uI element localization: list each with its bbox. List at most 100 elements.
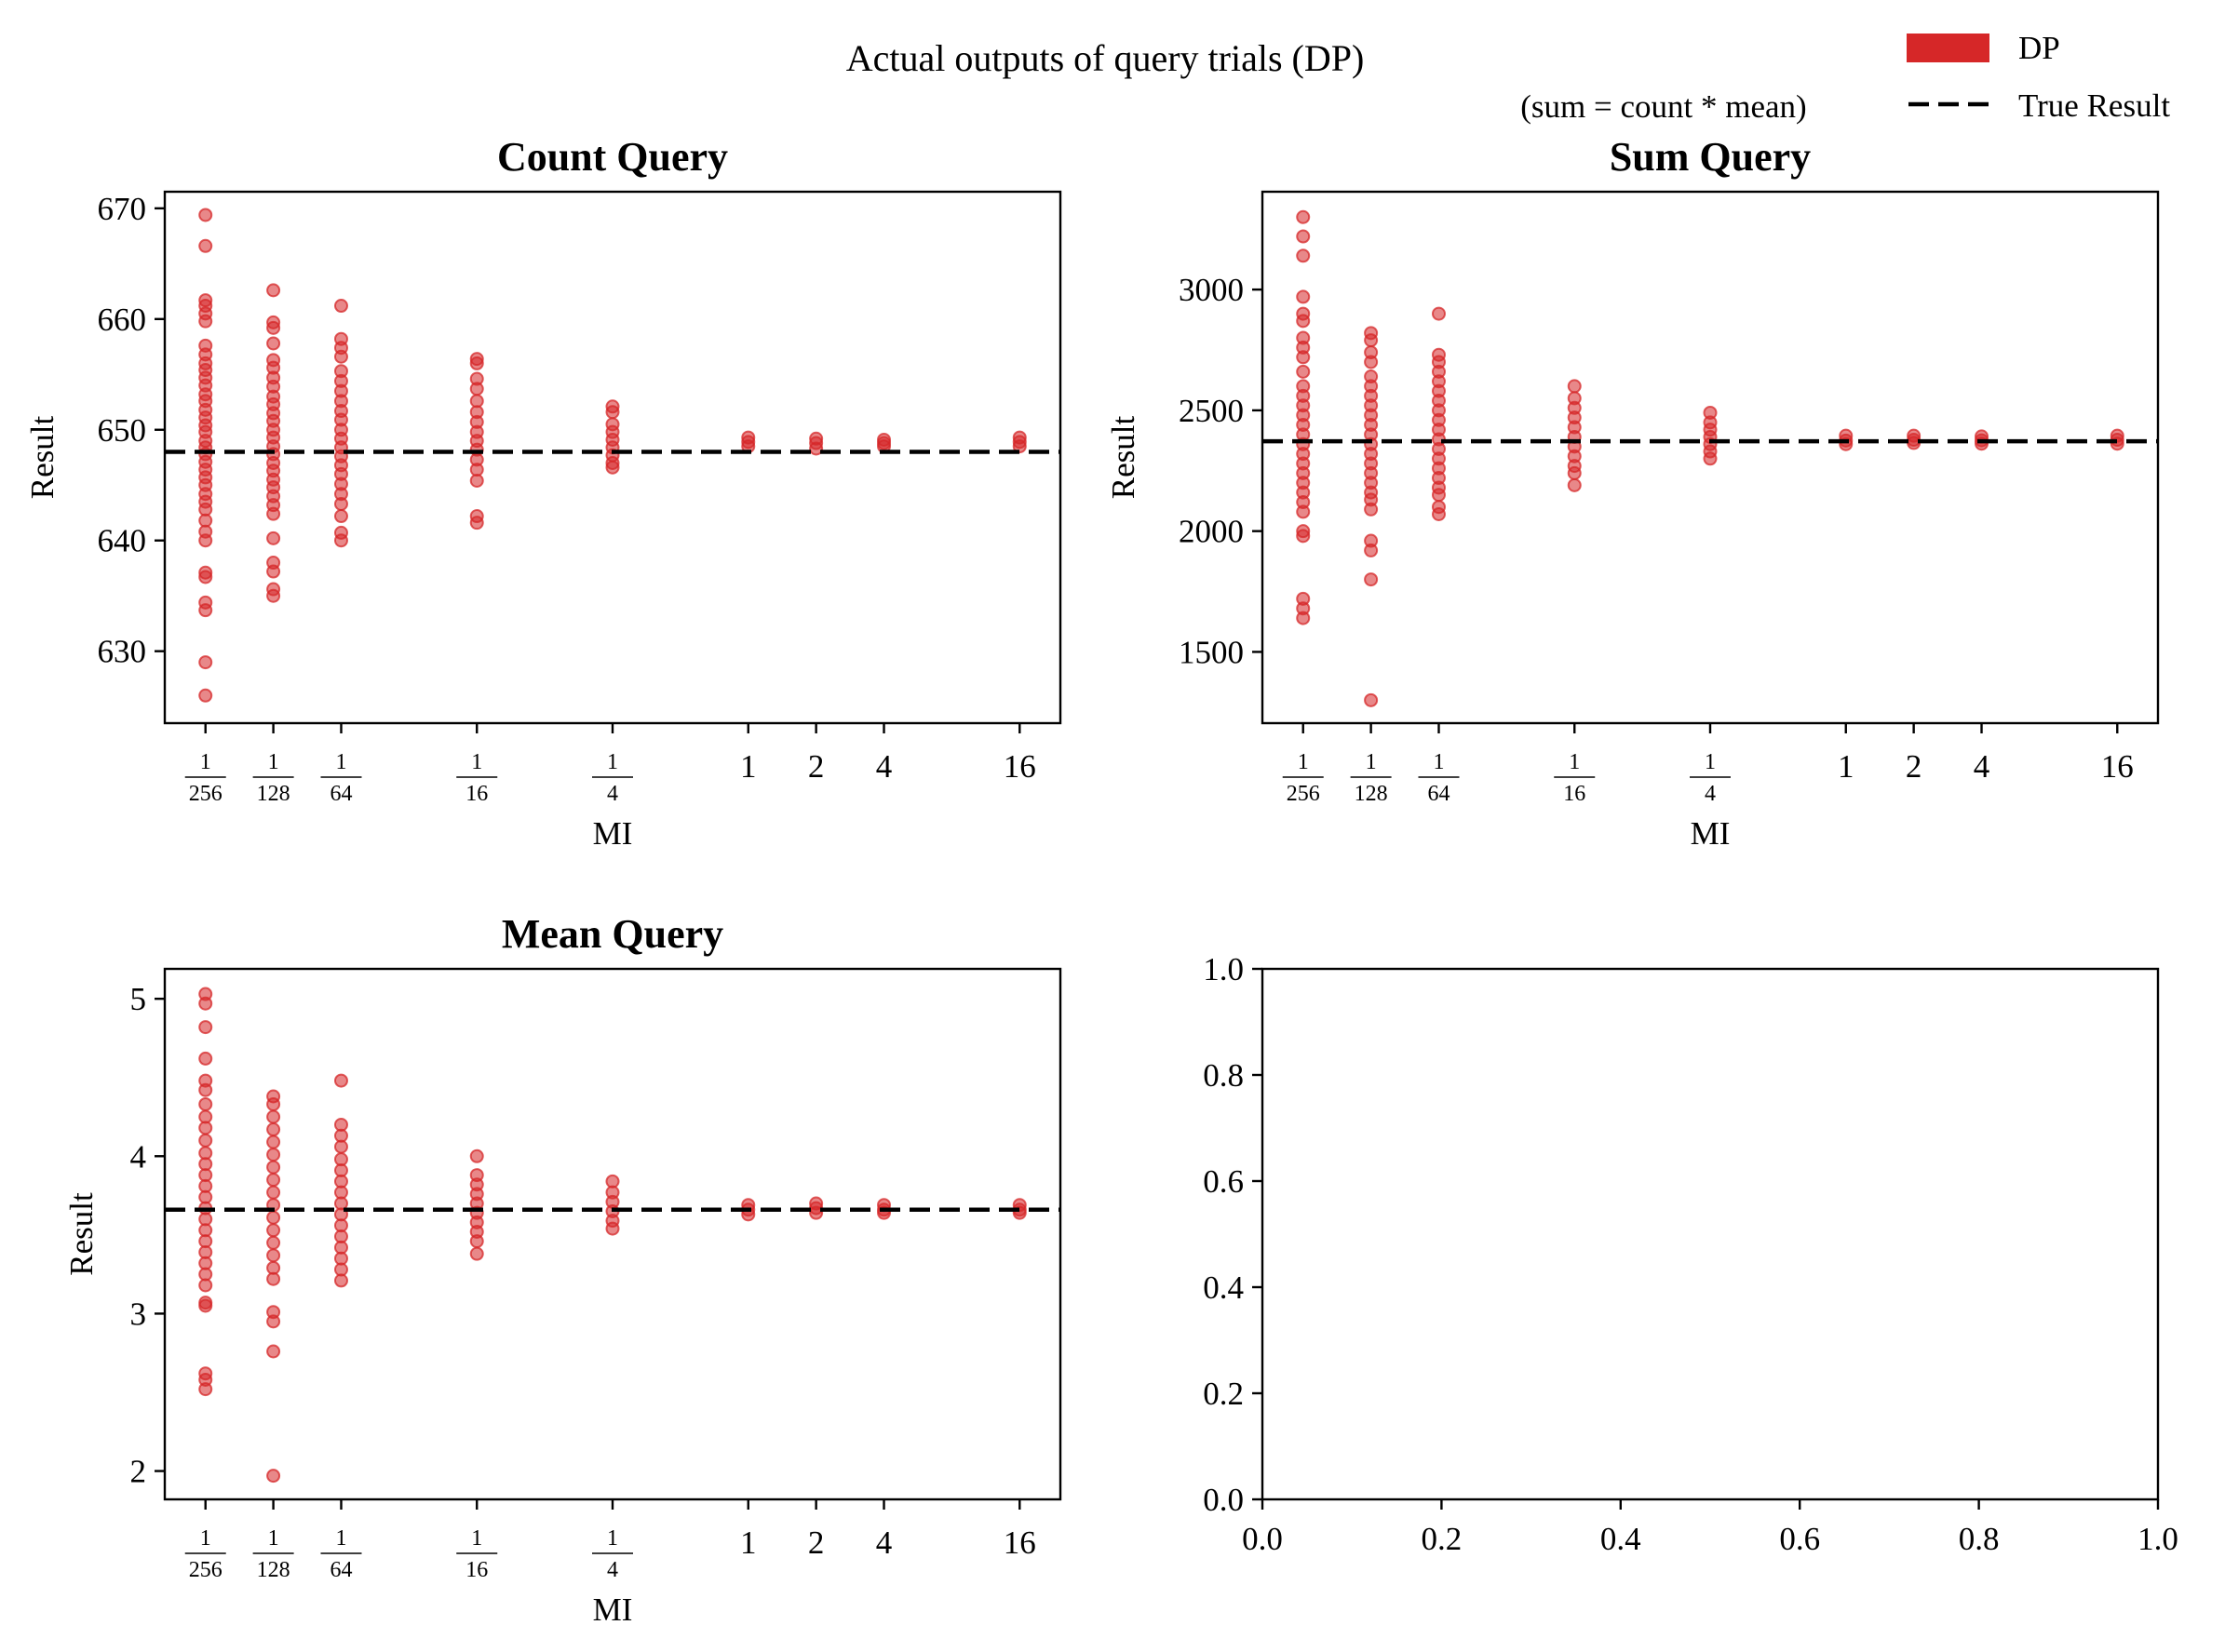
sum-query-title: Sum Query	[1610, 134, 1811, 180]
mean-query-panel: 2 3 4 5 1 256 1 128 1 64 1 16 1 4 1 2 4 16 Mean Query MI Res…	[63, 911, 1062, 1628]
sum-query-dp-point	[1296, 364, 1311, 379]
mean-query-dp-point	[198, 1278, 213, 1293]
count-query-x-tick-denominator: 16	[465, 782, 488, 806]
sum-query-dp-point	[1364, 692, 1379, 707]
count-query-dp-point	[1012, 439, 1027, 454]
mean-query-title: Mean Query	[502, 911, 723, 957]
mean-query-dp-point	[469, 1234, 484, 1249]
sum-query-x-tick-numerator: 1	[1366, 750, 1377, 774]
mean-query-dp-point	[333, 1073, 348, 1088]
count-query-y-tick-label: 660	[98, 302, 147, 338]
sum-query-dp-point	[1364, 572, 1379, 587]
mean-query-x-tick-denominator: 16	[465, 1558, 488, 1582]
sum-query-y-tick-label: 1500	[1179, 634, 1244, 670]
mean-query-dp-point	[198, 1020, 213, 1035]
sum-query-dp-point	[1364, 543, 1379, 557]
count-query-dp-point	[198, 238, 213, 253]
sum-query-dp-point	[1431, 488, 1446, 503]
count-query-title: Count Query	[497, 134, 728, 180]
count-query-dp-point	[198, 603, 213, 618]
sum-query-dp-point	[1296, 611, 1311, 625]
mean-query-y-tick-label: 3	[130, 1296, 147, 1332]
mean-query-dp-point	[266, 1185, 281, 1200]
figure-suptitle: Actual outputs of query trials (DP)	[846, 37, 1365, 79]
legend-dp-label: DP	[2018, 30, 2060, 66]
mean-query-dp-point	[266, 1235, 281, 1250]
mean-query-dp-point	[266, 1148, 281, 1162]
count-query-x-tick-label: 2	[808, 748, 825, 785]
mean-query-dp-point	[198, 1382, 213, 1397]
count-query-y-tick-label: 670	[98, 191, 147, 227]
count-query-x-tick-label: 16	[1004, 748, 1036, 785]
empty-panel: 0.0 0.2 0.4 0.6 0.8 1.0 0.0 0.2 0.4 0.6 0.8 1.0	[1203, 951, 2178, 1557]
legend-dp-swatch	[1907, 34, 1989, 62]
mean-query-dp-point	[266, 1469, 281, 1484]
mean-query-dp-point	[266, 1314, 281, 1329]
count-query-dp-point	[198, 655, 213, 670]
mean-query-x-tick-label: 16	[1004, 1524, 1036, 1561]
count-query-dp-point	[469, 516, 484, 531]
count-query-dp-point	[198, 208, 213, 222]
sum-query-x-tick-label: 2	[1906, 748, 1922, 785]
sum-query-dp-point	[1567, 465, 1582, 480]
mean-query-x-tick-label: 1	[740, 1524, 757, 1561]
count-query-x-tick-numerator: 1	[471, 750, 482, 774]
legend: DP True Result	[1907, 30, 2170, 124]
mean-query-x-tick-denominator: 4	[607, 1558, 618, 1582]
sum-query-panel: 1500 2000 2500 3000 1 256 1 128 1 64 1 16 1 4 1 2 4 16 Sum…	[1105, 134, 2160, 852]
count-query-dp-point	[469, 473, 484, 488]
mean-query-x-tick-label: 4	[876, 1524, 893, 1561]
mean-query-dp-point	[266, 1096, 281, 1111]
count-query-x-tick-denominator: 128	[257, 782, 290, 806]
sum-query-dp-point	[1296, 248, 1311, 263]
sum-query-dp-point	[1567, 477, 1582, 492]
sum-query-x-tick-numerator: 1	[1433, 750, 1444, 774]
sum-query-dp-point	[1431, 306, 1446, 321]
count-query-x-tick-denominator: 64	[330, 782, 352, 806]
mean-query-dp-point	[333, 1273, 348, 1288]
empty-y-tick-label: 0.0	[1203, 1482, 1244, 1518]
count-query-panel: 630 640 650 660 670 1 256 1 128 1 64 1 16 1 4 1 2 4 16 Coun…	[24, 134, 1062, 852]
sum-query-x-tick-denominator: 4	[1705, 782, 1716, 806]
sum-query-dp-point	[1364, 333, 1379, 348]
count-query-x-tick-label: 4	[876, 748, 893, 785]
empty-x-tick-label: 1.0	[2137, 1521, 2178, 1557]
empty-x-tick-label: 0.0	[1242, 1521, 1283, 1557]
empty-x-tick-label: 0.4	[1600, 1521, 1641, 1557]
count-query-dp-point	[266, 564, 281, 579]
sum-query-x-tick-denominator: 128	[1355, 782, 1388, 806]
sum-query-y-axis-label: Result	[1105, 416, 1141, 500]
count-query-y-tick-label: 640	[98, 523, 147, 559]
sum-query-y-tick-label: 2000	[1179, 514, 1244, 550]
count-query-x-tick-denominator: 256	[189, 782, 222, 806]
sum-query-dp-point	[1431, 506, 1446, 521]
count-query-y-tick-label: 630	[98, 634, 147, 670]
count-query-dp-point	[266, 506, 281, 521]
sum-query-x-tick-denominator: 16	[1563, 782, 1585, 806]
sum-query-x-tick-label: 4	[1974, 748, 1990, 785]
count-query-dp-point	[605, 460, 620, 475]
sum-query-y-tick-label: 3000	[1179, 272, 1244, 308]
count-query-dp-point	[469, 382, 484, 396]
mean-query-dp-point	[198, 1082, 213, 1097]
count-query-dp-point	[266, 531, 281, 545]
mean-query-x-tick-numerator: 1	[471, 1526, 482, 1551]
mean-query-dp-point	[266, 1173, 281, 1188]
count-query-dp-point	[198, 314, 213, 329]
count-query-dp-point	[333, 349, 348, 364]
count-query-dp-point	[469, 356, 484, 370]
mean-query-dp-point	[266, 1344, 281, 1359]
sum-query-dp-point	[1296, 529, 1311, 544]
mean-query-dp-point	[198, 1133, 213, 1148]
mean-query-dp-point	[266, 1109, 281, 1124]
sum-query-dp-point	[1296, 229, 1311, 244]
mean-query-x-tick-numerator: 1	[607, 1526, 618, 1551]
empty-x-tick-label: 0.8	[1959, 1521, 2000, 1557]
count-query-x-tick-numerator: 1	[607, 750, 618, 774]
legend-true-result-label: True Result	[2018, 87, 2170, 124]
empty-x-tick-label: 0.2	[1422, 1521, 1463, 1557]
sum-query-x-tick-denominator: 256	[1287, 782, 1320, 806]
count-query-dp-point	[333, 299, 348, 314]
